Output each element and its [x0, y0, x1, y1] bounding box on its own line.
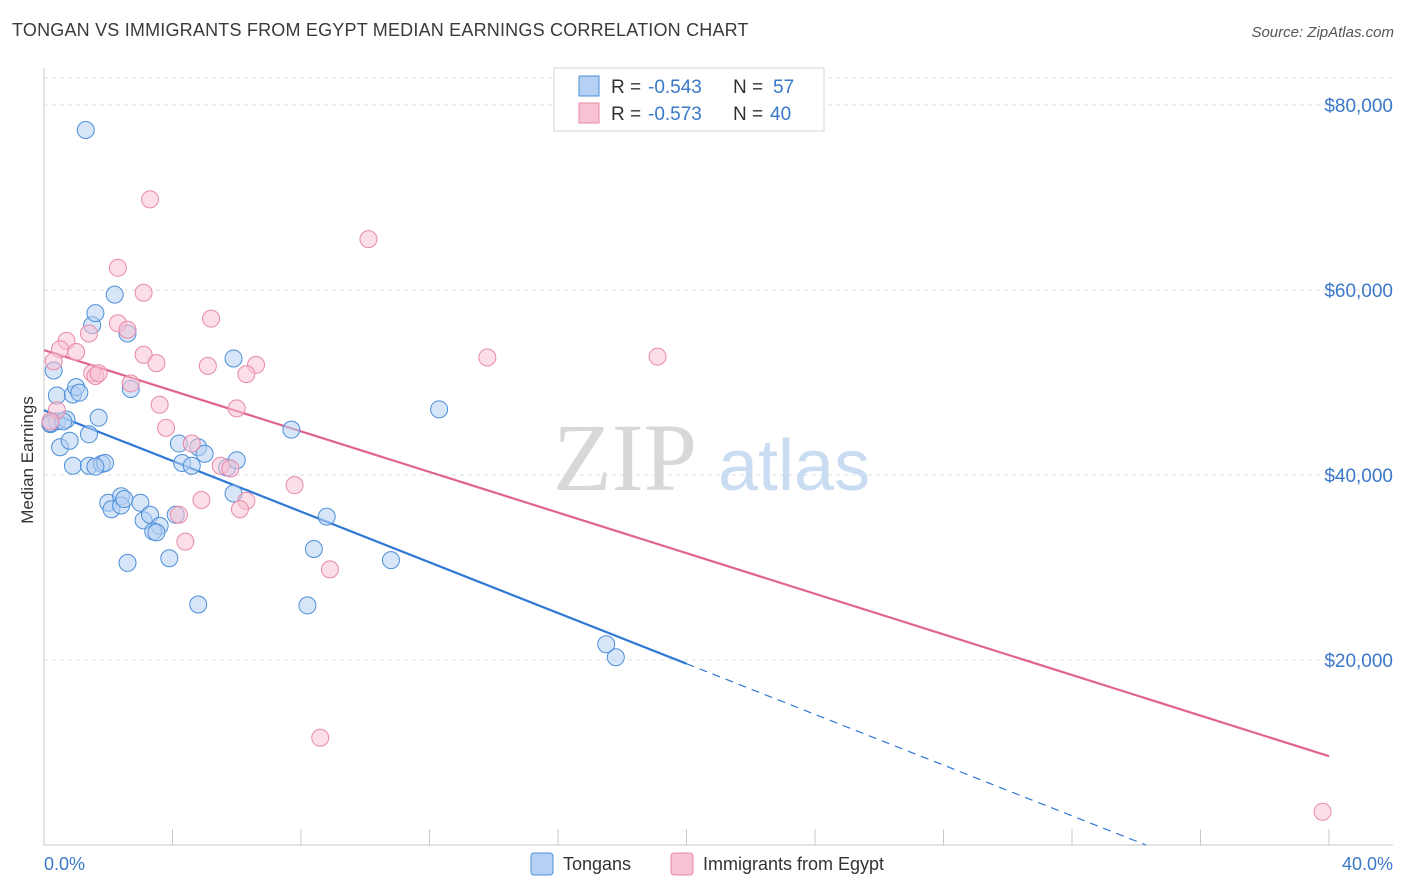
stats-r-label-1: R = [611, 77, 641, 98]
data-point-tongans [282, 420, 301, 439]
data-point-egypt [227, 399, 246, 418]
data-point-tongans [79, 425, 98, 444]
source-credit: Source: ZipAtlas.com [1251, 24, 1394, 41]
data-point-egypt [118, 320, 137, 339]
data-point-tongans [115, 490, 134, 509]
data-point-egypt [192, 490, 211, 509]
y-tick-label: $60,000 [1324, 281, 1393, 302]
data-point-egypt [141, 190, 160, 209]
data-point-egypt [198, 356, 217, 375]
data-point-egypt [478, 348, 497, 367]
data-point-egypt [311, 728, 330, 747]
data-point-egypt [134, 283, 153, 302]
data-point-tongans [86, 457, 105, 476]
x-tick-label-min: 0.0% [44, 854, 85, 874]
stats-n-label-2: N = [733, 104, 763, 125]
axes [43, 68, 1393, 846]
legend-swatch-egypt [670, 852, 694, 876]
data-point-egypt [41, 412, 60, 431]
data-point-egypt [230, 500, 249, 519]
data-point-egypt [44, 352, 63, 371]
data-point-egypt [169, 505, 188, 524]
data-point-tongans [70, 383, 89, 402]
data-point-tongans [381, 551, 400, 570]
data-point-egypt [79, 324, 98, 343]
stats-r-value-1: -0.543 [648, 77, 702, 98]
data-points [41, 120, 1332, 821]
data-point-egypt [147, 354, 166, 373]
data-point-egypt [108, 258, 127, 277]
data-point-egypt [202, 309, 221, 328]
y-tick-labels: $20,000 $40,000 $60,000 $80,000 [1324, 96, 1393, 672]
data-point-tongans [298, 596, 317, 615]
y-axis-title: Median Earnings [18, 396, 37, 524]
data-point-tongans [304, 540, 323, 558]
data-point-egypt [320, 560, 339, 579]
watermark-zip: ZIP [553, 404, 697, 511]
stats-n-label-1: N = [733, 77, 763, 98]
data-point-tongans [189, 595, 208, 614]
data-point-egypt [1313, 802, 1332, 821]
data-point-egypt [157, 418, 176, 437]
data-point-tongans [131, 493, 150, 512]
y-tick-label: $40,000 [1324, 466, 1393, 487]
data-point-tongans [89, 408, 108, 427]
data-point-tongans [182, 456, 201, 475]
data-point-egypt [648, 347, 667, 366]
stats-legend: R = -0.543 N = 57 R = -0.573 N = 40 [553, 67, 825, 132]
legend-label-egypt: Immigrants from Egypt [703, 854, 884, 874]
data-point-egypt [221, 459, 240, 478]
trend-line-blue [43, 409, 687, 665]
legend-label-tongans: Tongans [563, 854, 631, 874]
data-point-tongans [118, 553, 137, 572]
stats-swatch-egypt [578, 102, 600, 124]
stats-r-value-2: -0.573 [648, 104, 702, 125]
data-point-egypt [182, 434, 201, 453]
data-point-egypt [121, 374, 140, 393]
data-point-tongans [160, 549, 179, 568]
stats-r-label-2: R = [611, 104, 641, 125]
chart-title: TONGAN VS IMMIGRANTS FROM EGYPT MEDIAN E… [12, 20, 749, 40]
data-point-egypt [359, 230, 378, 249]
data-point-tongans [597, 635, 616, 654]
data-point-tongans [224, 349, 243, 368]
data-point-tongans [606, 648, 625, 667]
stats-swatch-tongans [578, 75, 600, 97]
data-point-tongans [147, 523, 166, 542]
data-point-egypt [89, 364, 108, 383]
x-tick-label-max: 40.0% [1342, 854, 1393, 874]
series-legend: Tongans Immigrants from Egypt [530, 852, 884, 876]
legend-swatch-tongans [530, 852, 554, 876]
trend-line-pink [43, 349, 1330, 758]
data-point-egypt [176, 532, 195, 551]
data-point-egypt [67, 342, 86, 361]
y-tick-label: $80,000 [1324, 96, 1393, 117]
stats-n-value-1: 57 [773, 77, 794, 98]
x-ticks [43, 829, 1330, 845]
y-tick-label: $20,000 [1324, 651, 1393, 672]
data-point-egypt [285, 476, 304, 495]
watermark: ZIP atlas [553, 404, 870, 511]
trend-lines [43, 349, 1330, 846]
data-point-tongans [76, 120, 95, 139]
data-point-tongans [105, 285, 124, 304]
watermark-atlas: atlas [718, 426, 870, 506]
stats-n-value-2: 40 [770, 104, 791, 125]
data-point-tongans [86, 304, 105, 323]
data-point-tongans [430, 400, 449, 419]
trend-line-extension-blue [686, 663, 1147, 846]
data-point-tongans [60, 431, 79, 450]
data-point-tongans [63, 456, 82, 475]
data-point-egypt [237, 365, 256, 384]
data-point-tongans [317, 507, 336, 526]
data-point-tongans [195, 444, 214, 463]
data-point-egypt [134, 345, 153, 364]
data-point-egypt [150, 395, 169, 414]
